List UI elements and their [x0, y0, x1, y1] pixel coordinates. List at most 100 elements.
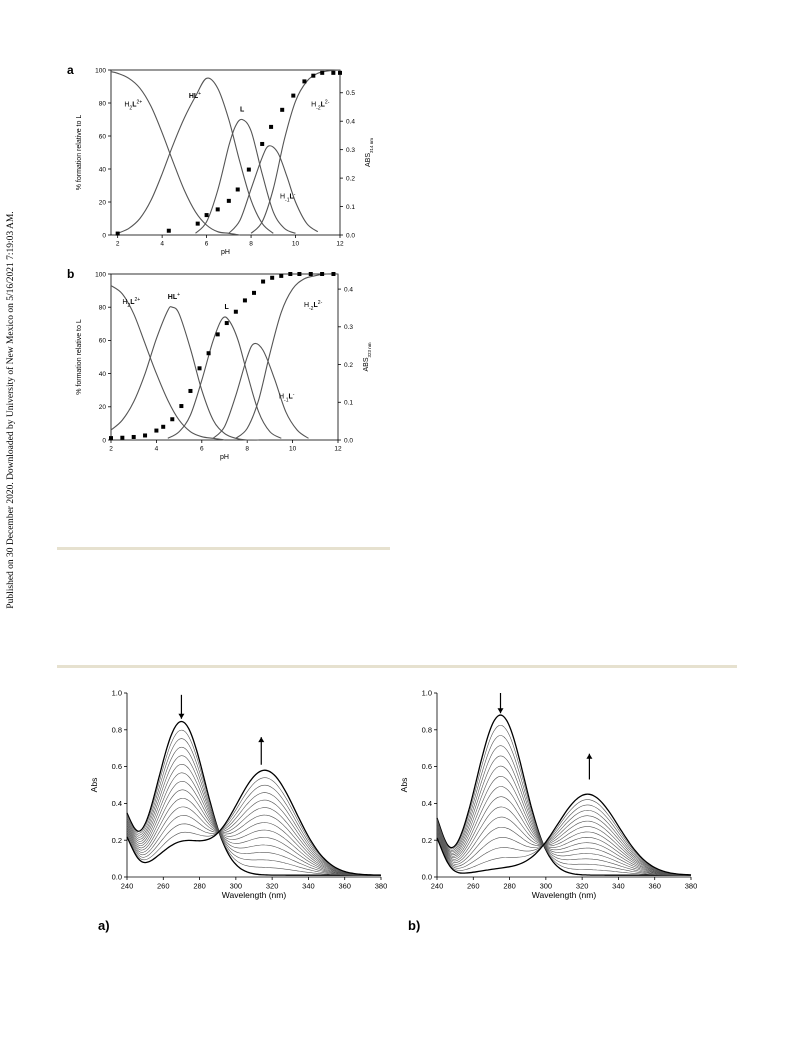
abs-point	[206, 351, 211, 356]
y-axis-label: % formation relative to L	[76, 319, 83, 395]
x-axis-label: pH	[221, 249, 230, 256]
y-tick-label: 20	[99, 404, 107, 411]
y-tick-label: 1.0	[422, 689, 432, 698]
abs-point	[154, 428, 159, 433]
spectrum-line	[436, 745, 691, 876]
spectrum-line	[436, 806, 692, 876]
x-tick-label: 300	[230, 882, 243, 891]
y2-tick-label: 0.3	[346, 147, 355, 154]
abs-point	[215, 207, 220, 212]
spectrum-line	[436, 804, 692, 876]
x-tick-label: 380	[685, 882, 698, 891]
x-axis-label: pH	[220, 454, 229, 461]
series-line-L	[195, 118, 296, 234]
abs-point	[291, 93, 296, 98]
spectrum-line	[126, 777, 382, 876]
spectrum-line	[436, 816, 692, 876]
spectrum-line	[126, 799, 381, 876]
y-tick-label: 0	[102, 232, 106, 239]
change-arrow-head	[178, 713, 185, 719]
abs-point	[252, 290, 257, 295]
divider-short	[57, 547, 390, 550]
x-tick-label: 6	[200, 446, 204, 453]
y-tick-label: 0.8	[112, 725, 122, 734]
y-tick-label: 0.4	[112, 799, 122, 808]
y2-tick-label: 0.1	[346, 204, 355, 211]
abs-point	[131, 434, 136, 439]
abs-point	[233, 309, 238, 314]
y2-tick-label: 0.0	[344, 437, 353, 444]
abs-point	[279, 273, 284, 278]
change-arrow-head	[258, 737, 265, 743]
y-tick-label: 0.2	[112, 836, 122, 845]
y2-axis-label: ABS323 nm	[363, 342, 372, 371]
x-tick-label: 240	[431, 882, 444, 891]
x-tick-label: 300	[540, 882, 553, 891]
chart-spectra-b: 240 260 280 300 320 340 360 380 0.0 0.2 0.4 0.6 0.8 1…	[399, 689, 697, 900]
abs-point	[170, 417, 175, 422]
species-label: H-2L2-	[311, 99, 330, 111]
y-axis-label: Abs	[399, 778, 409, 793]
chart-speciation-a: 2 4 6 8 10 12 0 20 40 60 80 100 pH % formation relati…	[76, 67, 374, 256]
divider-long	[57, 665, 737, 668]
spectrum-line	[436, 796, 692, 876]
species-label: HL+	[168, 292, 180, 301]
y-tick-label: 20	[99, 199, 107, 206]
abs-point	[204, 213, 209, 218]
x-tick-label: 340	[612, 882, 625, 891]
y2-tick-label: 0.2	[346, 175, 355, 182]
abs-point	[161, 424, 166, 429]
x-tick-label: 8	[249, 241, 253, 248]
abs-point	[246, 167, 251, 172]
y2-tick-label: 0.1	[344, 400, 353, 407]
spectrum-line	[126, 769, 382, 876]
chart-speciation-b: 2 4 6 8 10 12 0 20 40 60 80 100 pH % formation relati…	[76, 271, 372, 461]
x-tick-label: 12	[336, 241, 344, 248]
abs-point	[311, 73, 316, 78]
x-tick-label: 320	[576, 882, 589, 891]
spectrum-line	[126, 746, 381, 876]
x-tick-label: 8	[245, 446, 249, 453]
y-axis-label: Abs	[89, 778, 99, 793]
y2-axis-label: ABS314 nm	[365, 138, 374, 167]
x-tick-label: 280	[193, 882, 206, 891]
abs-point	[280, 107, 285, 112]
series-line-L	[167, 316, 282, 439]
plot-frame	[110, 69, 341, 236]
abs-point	[302, 79, 307, 84]
subfig-a-letter: a)	[98, 918, 110, 933]
abs-point	[331, 272, 336, 276]
y-tick-label: 0	[102, 437, 106, 444]
species-label: H2L2+	[124, 99, 142, 111]
y-tick-label: 0.6	[112, 762, 122, 771]
species-label: HL+	[189, 91, 201, 100]
abs-point	[269, 124, 274, 129]
series-line-H-1L-	[212, 342, 309, 439]
y2-tick-label: 0.3	[344, 324, 353, 331]
spectrum-line	[436, 815, 692, 876]
series-line-H-2L2-	[250, 69, 341, 234]
abs-point	[120, 435, 125, 440]
spectrum-line	[126, 738, 381, 876]
species-label: H-1L-	[279, 392, 295, 404]
y-tick-label: 0.2	[422, 836, 432, 845]
spectrum-line	[436, 735, 691, 876]
spectrum-line	[126, 789, 381, 876]
series-line-H2L2+	[110, 71, 241, 236]
abs-point	[261, 279, 266, 284]
y-tick-label: 0.4	[422, 799, 432, 808]
abs-point	[297, 272, 302, 276]
spectrum-line	[126, 792, 381, 876]
abs-point	[320, 272, 325, 276]
spectrum-line	[436, 714, 691, 876]
y-tick-label: 40	[99, 166, 107, 173]
abs-point	[188, 388, 193, 393]
abs-point	[224, 321, 229, 326]
spectrum-line	[436, 765, 692, 876]
y-tick-label: 0.0	[422, 873, 432, 882]
x-tick-label: 10	[292, 241, 300, 248]
spectrum-line	[126, 784, 382, 876]
spectrum-line	[436, 810, 692, 876]
x-tick-label: 320	[266, 882, 279, 891]
species-label: H2L2+	[122, 297, 140, 309]
